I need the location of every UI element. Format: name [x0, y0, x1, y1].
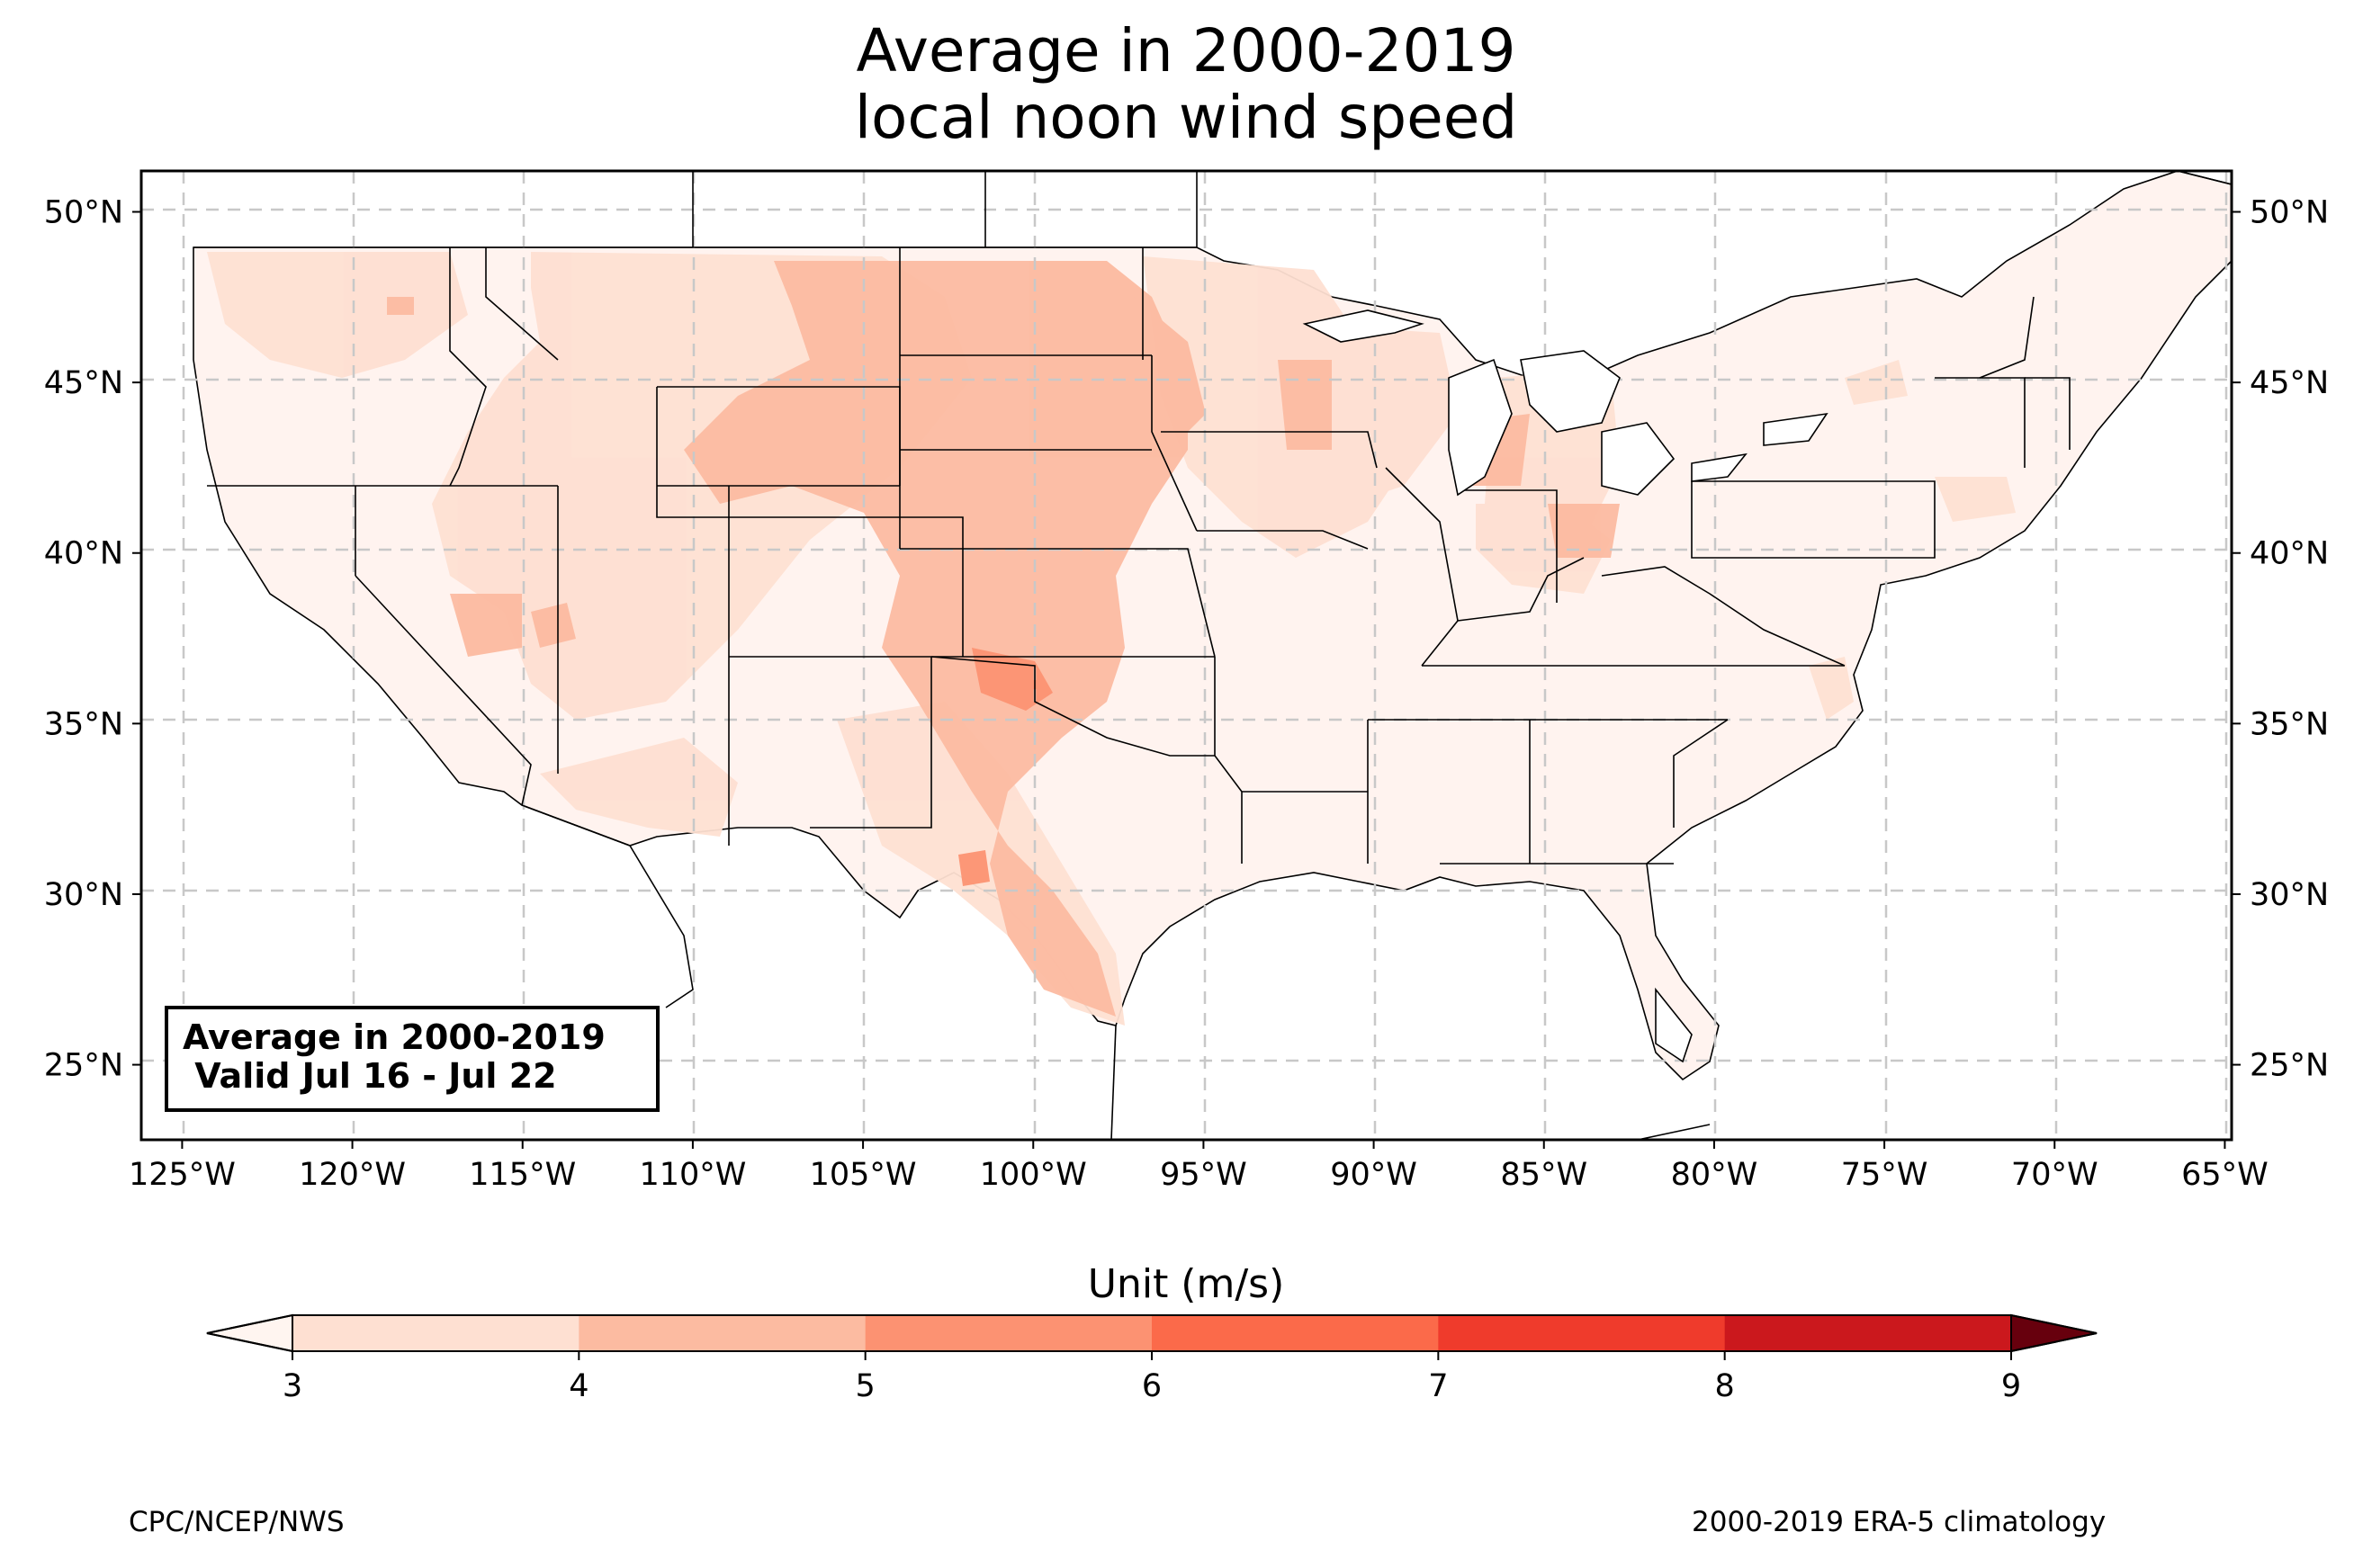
lon-label: 110°W — [639, 1157, 746, 1193]
colorbar-segment — [865, 1315, 1153, 1351]
infobox-line-1: Average in 2000-2019 — [183, 1017, 606, 1057]
colorbar-tick-label: 3 — [283, 1368, 302, 1404]
map-frame — [139, 169, 2233, 1142]
lat-label: 40°N — [2250, 536, 2329, 572]
lon-label: 65°W — [2181, 1157, 2269, 1193]
lon-label: 95°W — [1160, 1157, 1247, 1193]
colorbar-title: Unit (m/s) — [1087, 1261, 1285, 1307]
lat-label: 35°N — [2250, 706, 2329, 742]
colorbar-tick-label: 8 — [1715, 1368, 1735, 1404]
infobox-line-2: Valid Jul 16 - Jul 22 — [183, 1055, 557, 1096]
credit-right: 2000-2019 ERA-5 climatology — [1692, 1506, 2107, 1538]
lon-label: 120°W — [299, 1157, 406, 1193]
contour-5-6 — [958, 648, 1053, 886]
map-area — [141, 171, 2232, 1140]
state-borders — [193, 246, 2071, 865]
colorbar-tick-label: 7 — [1428, 1368, 1448, 1404]
colorbar-segment — [579, 1315, 867, 1351]
colorbar-tick-label: 9 — [2001, 1368, 2021, 1404]
lat-label: 40°N — [44, 536, 123, 572]
lon-label: 100°W — [980, 1157, 1087, 1193]
lon-label: 105°W — [810, 1157, 917, 1193]
lat-label: 25°N — [2250, 1048, 2329, 1084]
lon-label: 85°W — [1500, 1157, 1587, 1193]
colorbar-under-arrow — [206, 1313, 293, 1353]
lat-label: 30°N — [2250, 877, 2329, 913]
chart-title: Average in 2000-2019 local noon wind spe… — [0, 18, 2372, 151]
colorbar-segment — [1152, 1315, 1439, 1351]
lat-label: 50°N — [2250, 195, 2329, 231]
colorbar: 3 4 5 6 7 8 9 — [206, 1313, 2098, 1404]
validity-infobox: Average in 2000-2019 Valid Jul 16 - Jul … — [165, 1006, 660, 1112]
lat-label: 30°N — [44, 877, 123, 913]
lon-label: 125°W — [129, 1157, 236, 1193]
lat-labels-left: 50°N 45°N 40°N 35°N 30°N 25°N — [44, 195, 123, 1084]
gridlines — [141, 171, 2232, 1140]
lat-label: 45°N — [2250, 365, 2329, 401]
colorbar-tick-label: 5 — [856, 1368, 876, 1404]
lat-labels-right: 50°N 45°N 40°N 35°N 30°N 25°N — [2250, 195, 2329, 1084]
title-line-2: local noon wind speed — [854, 82, 1518, 152]
credit-left: CPC/NCEP/NWS — [129, 1506, 345, 1538]
lat-label: 25°N — [44, 1048, 123, 1084]
lon-labels: 125°W 120°W 115°W 110°W 105°W 100°W 95°W 90°W 85… — [129, 1157, 2269, 1193]
neighbor-borders — [521, 171, 2232, 1140]
lon-label: 80°W — [1671, 1157, 1758, 1193]
colorbar-tick-label: 4 — [569, 1368, 589, 1404]
axis-ticks — [132, 211, 2241, 1149]
lon-label: 115°W — [469, 1157, 576, 1193]
lon-label: 90°W — [1330, 1157, 1417, 1193]
lat-label: 45°N — [44, 365, 123, 401]
lon-label: 75°W — [1841, 1157, 1928, 1193]
colorbar-over-arrow — [2010, 1313, 2098, 1353]
lat-label: 35°N — [44, 706, 123, 742]
colorbar-segment — [292, 1315, 580, 1351]
colorbar-tick-label: 6 — [1142, 1368, 1162, 1404]
coastlines — [1302, 309, 1828, 1063]
lon-label: 70°W — [2011, 1157, 2098, 1193]
title-line-1: Average in 2000-2019 — [856, 16, 1516, 85]
colorbar-segment — [1724, 1315, 2012, 1351]
colorbar-segment — [1438, 1315, 1726, 1351]
lat-label: 50°N — [44, 195, 123, 231]
